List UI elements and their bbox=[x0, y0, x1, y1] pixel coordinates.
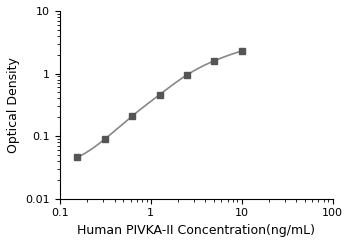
X-axis label: Human PIVKA-II Concentration(ng/mL): Human PIVKA-II Concentration(ng/mL) bbox=[77, 224, 315, 237]
Y-axis label: Optical Density: Optical Density bbox=[7, 57, 20, 153]
